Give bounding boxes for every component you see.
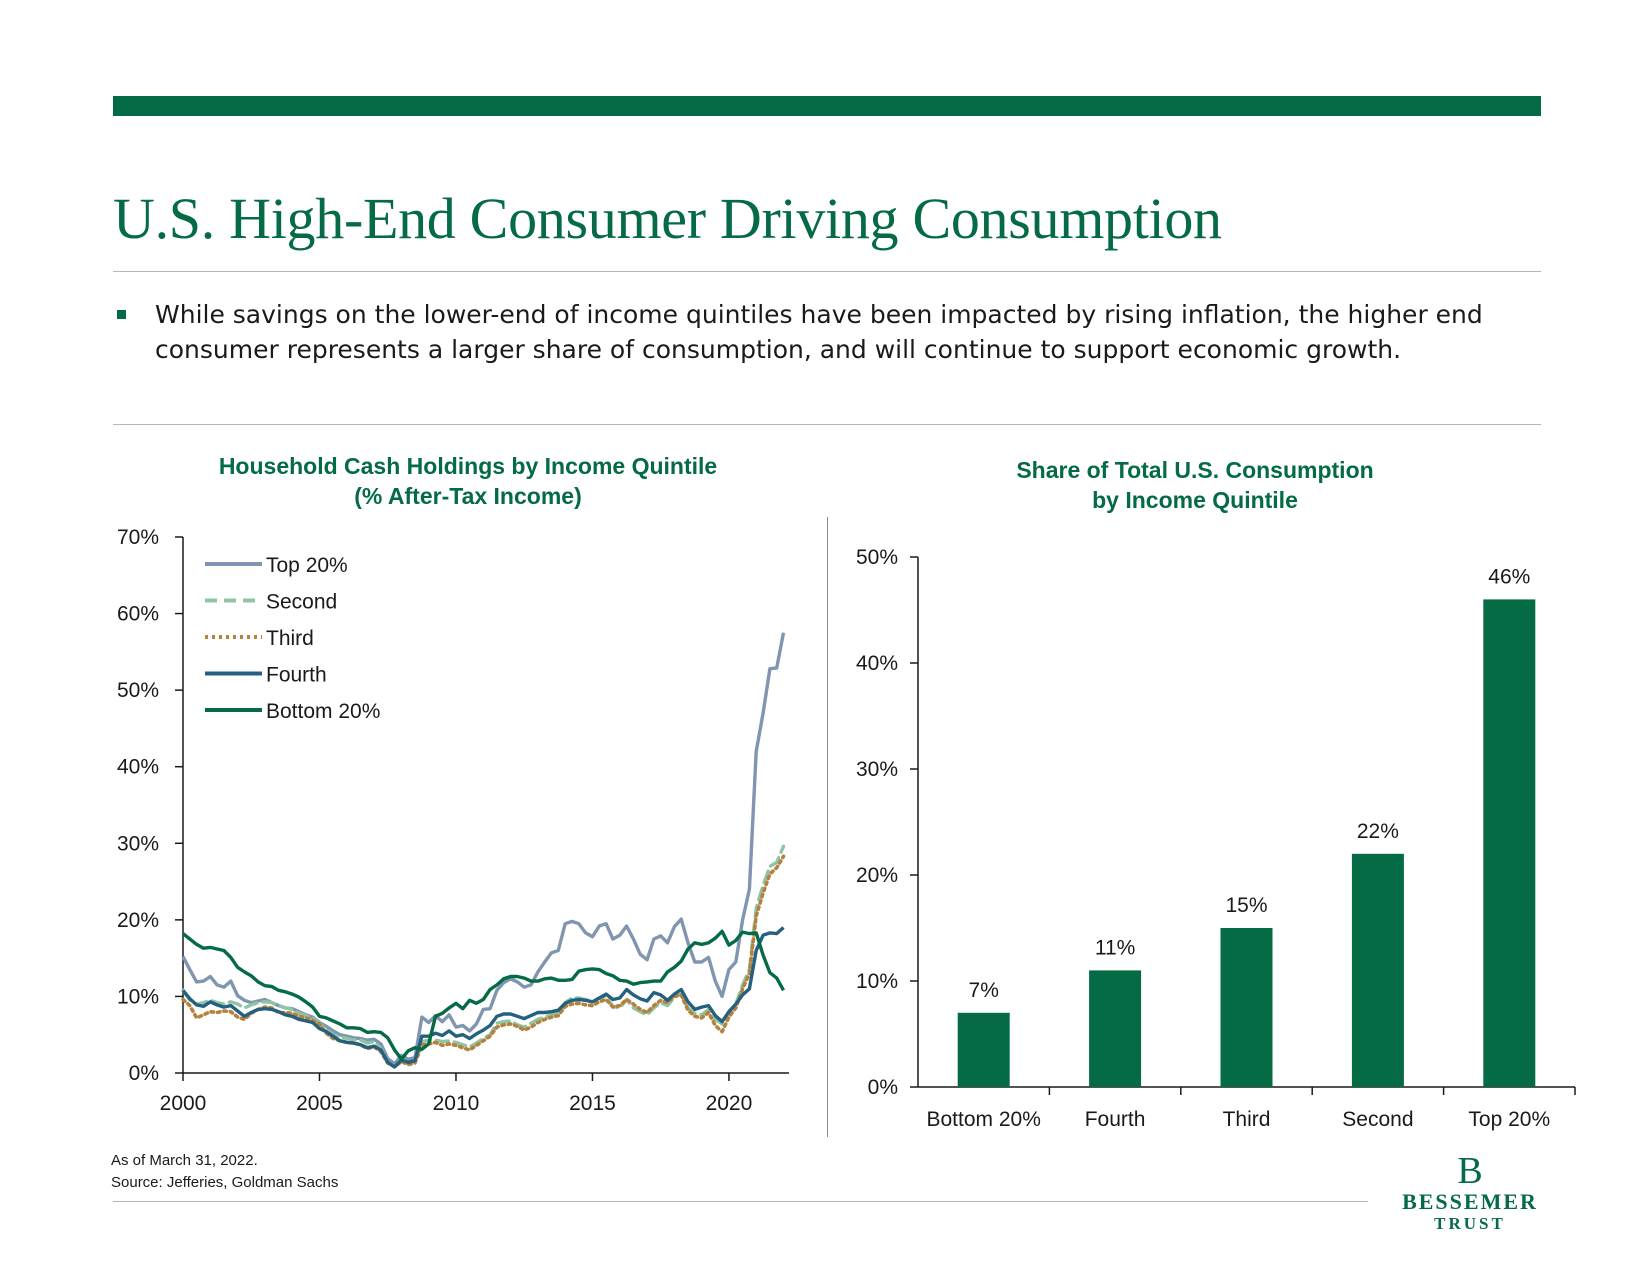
x-category-label: Bottom 20%: [926, 1108, 1040, 1131]
y-tick-label: 50%: [856, 546, 898, 569]
line-chart: 0% 10% 20% 30% 40% 50% 60% 70% 2000 2005 2010 2015 2…: [117, 526, 789, 1115]
header-accent-bar: [113, 96, 1541, 116]
bar-chart: 0% 10% 20% 30% 40% 50% 7% Bottom 20% 11% Fourth 15…: [856, 546, 1576, 1131]
data-label: 7%: [969, 979, 999, 1002]
section-divider: [113, 424, 1541, 425]
legend-label: Top 20%: [266, 554, 348, 577]
y-tick-label: 40%: [856, 652, 898, 675]
y-tick-label: 0%: [868, 1076, 898, 1099]
series-line-bottom-20: [181, 929, 785, 1061]
bar: [1220, 928, 1273, 1087]
x-category-label: Top 20%: [1468, 1108, 1550, 1131]
bar: [1483, 599, 1536, 1087]
x-category-label: Third: [1223, 1108, 1271, 1131]
x-tick-label: 2005: [296, 1092, 343, 1115]
data-label: 22%: [1357, 820, 1399, 843]
y-tick-label: 20%: [856, 864, 898, 887]
data-label: 15%: [1225, 894, 1267, 917]
x-tick-label: 2015: [569, 1092, 616, 1115]
y-tick-label: 50%: [117, 679, 159, 702]
bar-chart-title-block: Share of Total U.S. Consumption by Incom…: [935, 455, 1455, 515]
title-divider: [113, 271, 1541, 272]
y-tick-label: 70%: [117, 526, 159, 549]
footer-divider: [113, 1201, 1368, 1202]
bar-chart-subtitle: by Income Quintile: [1092, 487, 1298, 513]
series-line-fourth: [181, 926, 785, 1069]
legend-label: Second: [266, 591, 337, 614]
x-tick-label: 2020: [706, 1092, 753, 1115]
x-category-label: Fourth: [1085, 1108, 1146, 1131]
line-chart-title-block: Household Cash Holdings by Income Quinti…: [163, 451, 773, 511]
x-tick-label: 2000: [160, 1092, 207, 1115]
bar-chart-title: Share of Total U.S. Consumption: [1016, 457, 1374, 483]
x-tick-label: 2010: [433, 1092, 480, 1115]
y-tick-label: 10%: [117, 985, 159, 1008]
y-tick-label: 30%: [856, 758, 898, 781]
logo-mark: B: [1457, 1150, 1483, 1192]
y-tick-label: 20%: [117, 909, 159, 932]
bessemer-logo: B BESSEMER TRUST: [1390, 1152, 1550, 1234]
page-title: U.S. High-End Consumer Driving Consumpti…: [113, 186, 1222, 251]
bar: [1089, 970, 1142, 1087]
x-category-label: Second: [1342, 1108, 1413, 1131]
bullet-point: While savings on the lower-end of income…: [117, 297, 1497, 367]
bullet-square-icon: [117, 310, 126, 319]
legend-label: Bottom 20%: [266, 700, 380, 723]
bullet-text: While savings on the lower-end of income…: [155, 300, 1483, 364]
chart-divider: [827, 517, 828, 1137]
date-note: As of March 31, 2022.: [111, 1152, 258, 1169]
y-tick-label: 30%: [117, 832, 159, 855]
series-line-second: [181, 844, 786, 1068]
bar: [957, 1012, 1010, 1087]
y-tick-label: 0%: [129, 1062, 159, 1085]
logo-sub: TRUST: [1434, 1214, 1506, 1233]
line-chart-subtitle: (% After-Tax Income): [354, 483, 582, 509]
y-tick-label: 40%: [117, 756, 159, 779]
logo-name: BESSEMER: [1402, 1189, 1538, 1214]
legend-label: Fourth: [266, 664, 327, 687]
source-note: Source: Jefferies, Goldman Sachs: [111, 1174, 339, 1191]
data-label: 11%: [1095, 936, 1135, 959]
data-label: 46%: [1488, 565, 1530, 588]
y-tick-label: 60%: [117, 603, 159, 626]
legend-label: Third: [266, 627, 314, 650]
line-chart-title: Household Cash Holdings by Income Quinti…: [218, 453, 718, 479]
bar: [1351, 853, 1404, 1087]
y-tick-label: 10%: [856, 970, 898, 993]
